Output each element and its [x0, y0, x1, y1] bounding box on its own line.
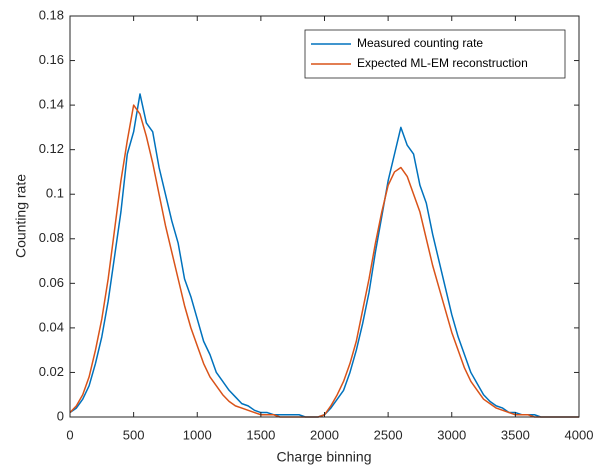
y-tick-label: 0.16 [39, 52, 64, 67]
x-tick-label: 0 [66, 427, 73, 442]
x-tick-label: 3500 [501, 427, 530, 442]
legend-label: Measured counting rate [357, 36, 483, 50]
y-tick-label: 0.18 [39, 7, 64, 22]
x-tick-label: 2500 [374, 427, 403, 442]
x-tick-label: 4000 [565, 427, 594, 442]
y-tick-label: 0 [57, 408, 64, 423]
y-tick-label: 0.1 [46, 186, 64, 201]
y-tick-label: 0.08 [39, 230, 64, 245]
y-tick-label: 0.06 [39, 275, 64, 290]
x-axis-label: Charge binning [277, 449, 372, 465]
y-tick-label: 0.14 [39, 97, 64, 112]
legend-label: Expected ML-EM reconstruction [357, 56, 528, 70]
y-axis-label: Counting rate [13, 174, 29, 258]
x-tick-label: 1500 [246, 427, 275, 442]
y-tick-label: 0.04 [39, 319, 64, 334]
legend-box [304, 29, 566, 79]
y-tick-label: 0.12 [39, 141, 64, 156]
y-tick-label: 0.02 [39, 364, 64, 379]
x-tick-label: 1000 [183, 427, 212, 442]
x-tick-label: 3000 [437, 427, 466, 442]
legend: Measured counting rate Expected ML-EM rec… [304, 29, 566, 79]
x-tick-label: 2000 [310, 427, 339, 442]
x-tick-label: 500 [123, 427, 145, 442]
